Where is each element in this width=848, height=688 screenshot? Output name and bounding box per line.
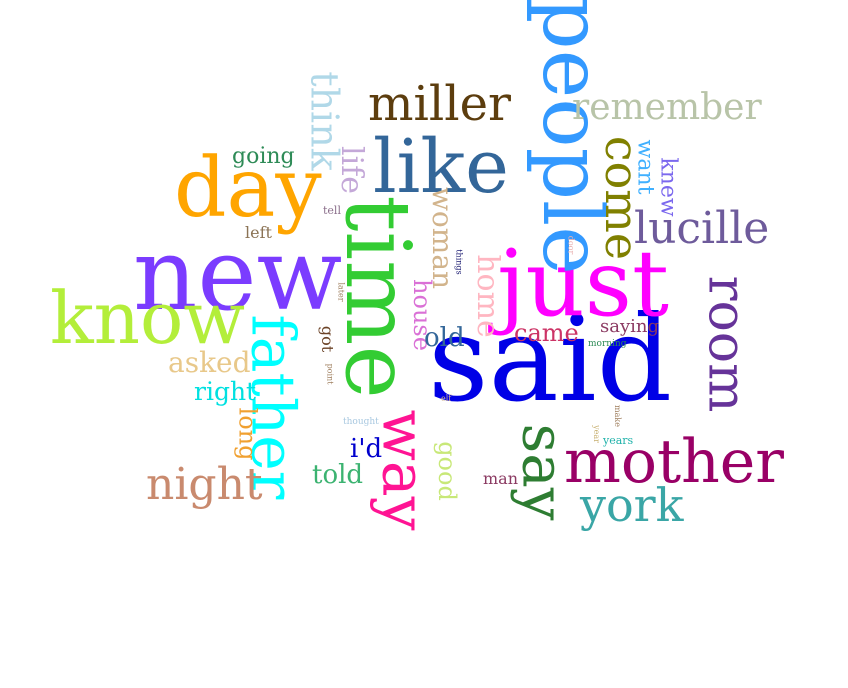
word-way: way (368, 409, 439, 531)
word-knew: knew (655, 157, 681, 217)
word-things: things (454, 249, 464, 275)
word-day: day (174, 141, 322, 236)
word-later: later (336, 282, 346, 302)
word-going: going (232, 144, 295, 169)
word-home: home (469, 254, 505, 338)
word-thought: thought (343, 417, 379, 427)
word-tell: tell (323, 204, 341, 217)
word-door: door (566, 235, 576, 255)
word-just: just (497, 230, 669, 337)
word-new: new (133, 216, 343, 333)
word-came: came (514, 319, 579, 347)
word-morning: morning (588, 339, 627, 349)
word-want: want (632, 139, 658, 195)
word-remember: remember (572, 87, 762, 128)
word-said: said (428, 290, 673, 428)
word-point: point (325, 363, 335, 385)
word-know: know (50, 276, 245, 360)
word-old: old (424, 323, 465, 353)
word-man: man (483, 469, 519, 488)
word-right: right (194, 377, 257, 406)
word-say: say (509, 423, 578, 521)
word-mother: mother (564, 427, 784, 497)
word-night: night (146, 459, 263, 510)
word-id: i'd (350, 434, 383, 464)
word-make: make (612, 405, 622, 427)
word-told: told (312, 460, 364, 490)
word-york: york (580, 478, 684, 532)
word-life: life (334, 145, 370, 195)
word-good: good (432, 441, 461, 501)
word-like: like (373, 124, 509, 210)
word-left: left (245, 223, 272, 242)
word-miller: miller (368, 76, 511, 132)
word-room: room (696, 275, 757, 413)
word-elf: elf (441, 394, 452, 403)
word-woman: woman (426, 186, 460, 290)
word-asked: asked (168, 346, 251, 379)
word-year: year (591, 425, 601, 443)
word-got: got (318, 325, 338, 353)
word-lucille: lucille (634, 203, 770, 254)
word-long: long (233, 407, 262, 461)
word-years: years (603, 434, 634, 447)
word-saying: saying (600, 316, 660, 337)
